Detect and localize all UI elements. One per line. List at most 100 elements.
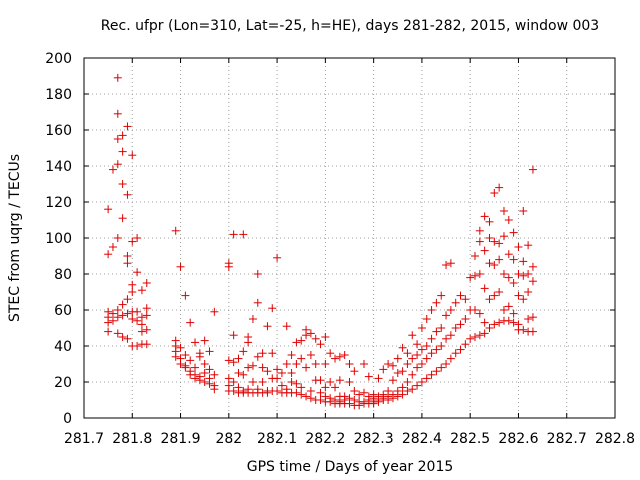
data-point-marker — [359, 388, 368, 397]
data-point-marker — [113, 135, 122, 143]
data-point-marker — [514, 270, 523, 278]
data-point-marker — [335, 376, 344, 385]
data-point-marker — [408, 370, 417, 379]
data-point-marker — [398, 390, 407, 399]
data-point-marker — [253, 270, 262, 278]
data-point-marker — [350, 367, 359, 376]
data-point-marker — [403, 378, 412, 386]
x-tick-label: 282.5 — [450, 431, 490, 447]
data-point-marker — [297, 390, 306, 399]
x-tick-label: 282.3 — [354, 431, 394, 447]
data-point-marker — [176, 262, 185, 271]
data-point-marker — [229, 387, 238, 395]
data-point-marker — [306, 387, 315, 395]
data-point-marker — [200, 378, 209, 386]
data-point-marker — [108, 165, 117, 174]
data-point-marker — [417, 324, 426, 332]
data-point-marker — [104, 250, 113, 259]
data-point-marker — [446, 306, 455, 314]
data-point-marker — [350, 387, 359, 395]
data-point-marker — [471, 333, 480, 341]
data-point-marker — [379, 365, 388, 374]
data-point-marker — [123, 334, 132, 343]
data-point-marker — [118, 300, 127, 309]
data-point-marker — [118, 180, 127, 188]
data-point-marker — [427, 349, 436, 358]
data-point-marker — [142, 340, 151, 349]
data-point-marker — [258, 378, 267, 386]
data-point-marker — [528, 313, 537, 322]
data-point-marker — [123, 252, 132, 260]
data-point-marker — [509, 255, 518, 264]
data-point-marker — [311, 334, 320, 343]
data-point-marker — [200, 336, 209, 345]
data-point-marker — [398, 343, 407, 352]
data-point-marker — [104, 327, 113, 336]
data-point-marker — [442, 360, 451, 368]
data-point-marker — [234, 354, 243, 363]
data-point-marker — [268, 349, 277, 358]
data-point-marker — [490, 189, 499, 197]
data-point-marker — [181, 363, 190, 372]
data-point-marker — [253, 298, 262, 307]
data-point-marker — [437, 291, 446, 300]
data-point-marker — [104, 318, 113, 327]
data-point-marker — [408, 354, 417, 363]
x-tick-label: 282.4 — [402, 431, 442, 447]
data-point-marker — [466, 334, 475, 343]
data-point-marker — [369, 399, 378, 408]
x-tick-label: 281.7 — [64, 431, 104, 447]
data-point-marker — [480, 329, 489, 338]
data-point-marker — [118, 333, 127, 341]
data-point-marker — [113, 109, 122, 118]
data-point-marker — [181, 351, 190, 359]
data-point-marker — [205, 379, 214, 388]
data-point-marker — [297, 354, 306, 363]
data-point-marker — [287, 351, 296, 359]
data-point-marker — [388, 376, 397, 385]
data-point-marker — [442, 261, 451, 269]
data-point-marker — [393, 369, 402, 377]
data-point-marker — [133, 342, 142, 350]
data-point-marker — [490, 261, 499, 269]
data-point-marker — [422, 315, 431, 323]
data-point-marker — [504, 216, 513, 224]
data-point-marker — [311, 360, 320, 368]
data-point-marker — [229, 378, 238, 386]
data-point-marker — [442, 311, 451, 320]
data-point-marker — [239, 230, 248, 239]
data-point-marker — [331, 383, 340, 392]
x-axis-ticks: 281.7 281.8 281.9 282 282.1 282.2 282.3 282.4 28… — [64, 58, 635, 447]
data-point-marker — [446, 354, 455, 363]
data-point-marker — [524, 270, 533, 278]
y-tick-label: 140 — [45, 159, 72, 175]
y-tick-label: 80 — [54, 267, 72, 283]
data-point-marker — [282, 322, 291, 331]
data-point-marker — [316, 396, 325, 404]
data-point-marker — [253, 352, 262, 361]
data-point-marker — [504, 302, 513, 311]
data-point-marker — [466, 273, 475, 282]
data-point-marker — [528, 262, 537, 271]
data-point-marker — [398, 383, 407, 392]
data-point-marker — [384, 396, 393, 404]
data-point-marker — [509, 279, 518, 287]
y-tick-label: 200 — [45, 51, 72, 67]
x-axis-label: GPS time / Days of year 2015 — [247, 459, 454, 475]
data-point-marker — [133, 268, 142, 277]
data-point-marker — [273, 365, 282, 374]
data-point-marker — [258, 363, 267, 372]
data-point-marker — [186, 356, 195, 365]
data-point-marker — [316, 388, 325, 397]
data-point-marker — [210, 370, 219, 379]
data-point-marker — [181, 291, 190, 300]
data-point-marker — [263, 322, 272, 331]
data-point-marker — [142, 325, 151, 334]
x-tick-label: 282.1 — [257, 431, 297, 447]
data-point-marker — [427, 370, 436, 379]
x-tick-label: 282.2 — [305, 431, 345, 447]
data-point-marker — [316, 376, 325, 385]
data-point-marker — [524, 241, 533, 250]
data-point-marker — [417, 345, 426, 354]
data-point-marker — [355, 390, 364, 399]
